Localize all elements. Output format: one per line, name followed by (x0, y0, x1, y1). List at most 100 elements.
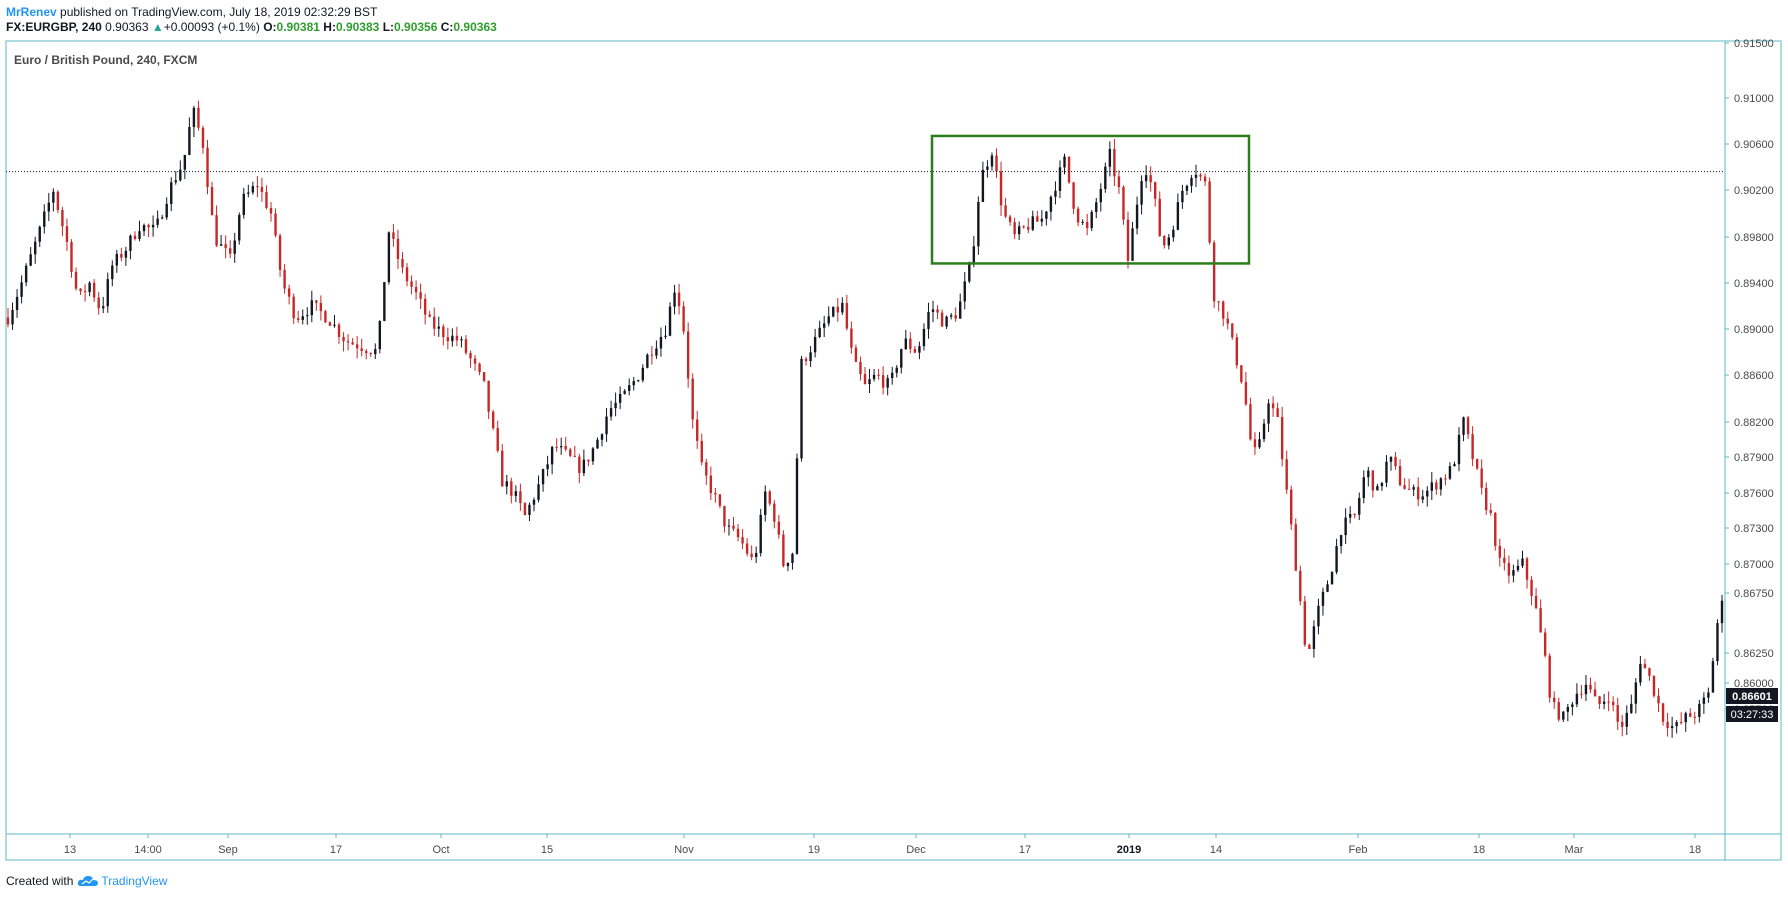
candle-body (405, 267, 409, 282)
candle (1661, 702, 1665, 726)
candle-body (192, 107, 196, 128)
time-tick-label: 19 (808, 844, 820, 856)
candle (1494, 511, 1497, 551)
candle (1285, 450, 1288, 494)
candle-body (1008, 216, 1012, 223)
candle (886, 374, 889, 396)
candle (460, 336, 463, 348)
candle-body (1539, 608, 1542, 633)
candle-body (673, 292, 676, 307)
candle-body (1262, 423, 1266, 440)
candle (174, 171, 177, 185)
candle-body (1611, 701, 1615, 706)
candle (1058, 160, 1062, 199)
candle (1580, 685, 1583, 699)
candle-body (306, 315, 309, 317)
candle (1312, 620, 1316, 658)
candle-body (1675, 722, 1678, 727)
candle (1412, 484, 1415, 497)
candle-body (1339, 535, 1343, 547)
footer: Created with TradingView (6, 874, 167, 888)
tradingview-link[interactable]: TradingView (77, 874, 167, 888)
candle-body (727, 525, 731, 527)
open-label: O: (263, 20, 277, 34)
candle (618, 386, 622, 410)
tradingview-brand: TradingView (101, 874, 168, 888)
candle (714, 488, 717, 503)
candle-body (764, 491, 767, 515)
candle (1521, 550, 1524, 568)
candle (1471, 426, 1474, 467)
candle-body (1149, 175, 1152, 183)
candle-body (1244, 382, 1248, 405)
candle (333, 314, 336, 328)
candle-body (1516, 565, 1520, 571)
candle-body (628, 385, 631, 391)
candle-body (1376, 486, 1379, 491)
candle (1240, 364, 1243, 384)
candle (795, 453, 799, 555)
candle-body (1144, 175, 1148, 182)
candle (995, 148, 998, 178)
candle (70, 239, 73, 278)
candle (1684, 711, 1687, 732)
candle (1593, 681, 1597, 697)
candle (528, 502, 531, 522)
candle-body (319, 302, 323, 312)
candle-body (609, 408, 613, 417)
candle (147, 223, 150, 238)
candle-body (242, 193, 245, 215)
candle (224, 235, 227, 259)
candle-body (569, 449, 572, 456)
candle-body (904, 338, 908, 350)
candle (228, 240, 232, 259)
candle-body (310, 300, 314, 316)
candle-body (1398, 466, 1402, 486)
candle (423, 293, 427, 325)
candle (102, 296, 105, 314)
candle (34, 236, 37, 264)
candle (369, 352, 372, 357)
candle-body (201, 127, 205, 148)
candle (705, 458, 708, 485)
candle (351, 338, 354, 346)
candle (1140, 175, 1143, 215)
candle (1720, 594, 1724, 633)
candle-body (1584, 684, 1588, 695)
candle-body (1435, 482, 1438, 490)
author-link[interactable]: MrRenev (6, 5, 57, 19)
candle-body (1049, 196, 1053, 212)
time-tick-label: 18 (1689, 844, 1701, 856)
low-value: 0.90356 (394, 20, 438, 34)
candle-body (1194, 174, 1198, 178)
candle (999, 161, 1003, 216)
candle-body (1276, 408, 1279, 418)
candle-body (1698, 703, 1701, 717)
candle (464, 335, 468, 355)
consolidation-range-box[interactable] (930, 134, 1251, 265)
candle (56, 190, 60, 214)
candle-body (496, 428, 499, 451)
candle-body (682, 306, 685, 332)
price-tick-label: 0.90200 (1734, 185, 1774, 197)
candle-body (256, 186, 259, 188)
candle (782, 530, 785, 568)
candle (845, 294, 849, 331)
price-tick-label: 0.86250 (1734, 648, 1774, 660)
candle-body (47, 202, 51, 212)
candle (1176, 193, 1180, 231)
candle-body (1630, 703, 1633, 713)
candle (1294, 518, 1297, 571)
candle-body (940, 312, 944, 327)
candle (650, 346, 654, 365)
time-tick-label: Feb (1349, 844, 1368, 856)
candle-body (43, 211, 46, 227)
candle (469, 350, 472, 368)
candle-body (1512, 570, 1515, 576)
candle (709, 466, 713, 500)
candle-body (269, 207, 273, 214)
candle-body (927, 311, 930, 329)
candle-body (1017, 226, 1021, 235)
candle-body (247, 192, 250, 194)
